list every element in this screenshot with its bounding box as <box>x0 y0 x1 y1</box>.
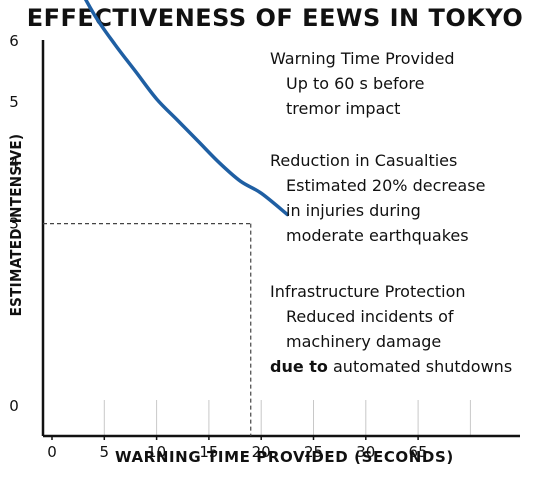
annotation-warning-time: Warning Time Provided Up to 60 s before … <box>270 46 455 121</box>
y-tick-label: 0 <box>9 397 19 415</box>
x-tick-label: 15 <box>199 443 218 461</box>
annotation-line: due to automated shutdowns <box>270 354 512 379</box>
annotation-line: in injuries during <box>286 201 421 220</box>
annotation-line: Up to 60 s before <box>286 74 425 93</box>
x-tick-label: 25 <box>304 443 323 461</box>
x-tick-label: 5 <box>100 443 110 461</box>
x-tick-label: 0 <box>47 443 57 461</box>
annotation-infrastructure: Infrastructure Protection Reduced incide… <box>270 279 512 379</box>
x-tick-label: 20 <box>252 443 271 461</box>
x-tick-label: 65 <box>409 443 428 461</box>
annotation-bold-text: due to <box>270 357 328 376</box>
annotation-heading: Infrastructure Protection <box>270 282 466 301</box>
annotation-line: Reduced incidents of <box>286 307 454 326</box>
annotation-heading: Reduction in Casualties <box>270 151 458 170</box>
annotation-line: tremor impact <box>286 99 401 118</box>
series-line-0 <box>83 0 290 217</box>
annotation-line: moderate earthquakes <box>286 226 469 245</box>
annotation-casualties: Reduction in Casualties Estimated 20% de… <box>270 148 485 248</box>
annotation-heading: Warning Time Provided <box>270 49 455 68</box>
x-tick-label: 30 <box>356 443 375 461</box>
x-axis-label: WARNING TIME PROVIDED (SECONDS) <box>115 448 454 466</box>
annotation-text: automated shutdowns <box>327 357 513 376</box>
annotation-line: machinery damage <box>286 332 442 351</box>
y-tick-label: 4 <box>9 154 19 172</box>
y-axis-label: ESTIMATED INTENSIVE) <box>7 133 25 317</box>
y-tick-label: 3 <box>9 215 19 233</box>
x-tick-label: 10 <box>147 443 166 461</box>
y-tick-label: 6 <box>9 32 19 50</box>
chart-title: EFFECTIVENESS OF EEWS IN TOKYO <box>26 4 524 32</box>
y-tick-label: 5 <box>9 93 19 111</box>
annotation-line: Estimated 20% decrease <box>286 176 486 195</box>
